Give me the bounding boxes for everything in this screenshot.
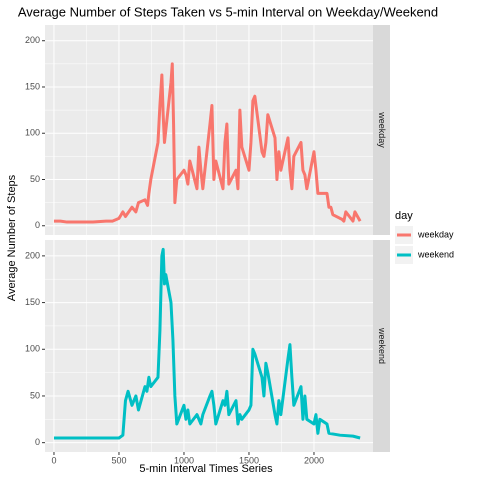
y-tick-label: 150: [25, 297, 40, 307]
y-tick-label: 100: [25, 128, 40, 138]
chart-title: Average Number of Steps Taken vs 5-min I…: [18, 4, 438, 19]
panel-background: [45, 240, 373, 452]
y-tick-label: 50: [30, 174, 40, 184]
y-tick-label: 200: [25, 250, 40, 260]
legend-title: day: [395, 210, 413, 222]
x-tick-label: 500: [111, 455, 126, 465]
x-tick-label: 2000: [304, 455, 324, 465]
data-line: [53, 62, 362, 224]
x-axis-title: 5-min Interval Times Series: [139, 463, 273, 475]
legend-label: weekday: [417, 229, 454, 239]
data-line: [53, 247, 361, 440]
y-tick-label: 50: [30, 390, 40, 400]
facet-strip-label: weekend: [377, 327, 387, 364]
x-tick-label: 1000: [174, 455, 194, 465]
y-axis-title: Average Number of Steps: [6, 174, 18, 301]
facet-strip: [373, 240, 390, 452]
facet-strip-label: weekday: [377, 111, 387, 148]
x-tick-label: 1500: [239, 455, 259, 465]
y-tick-label: 0: [35, 220, 40, 230]
y-tick-label: 100: [25, 344, 40, 354]
y-tick-label: 150: [25, 81, 40, 91]
facet-strip: [373, 25, 390, 235]
x-tick-label: 0: [51, 455, 56, 465]
y-tick-label: 0: [35, 437, 40, 447]
y-tick-label: 200: [25, 35, 40, 45]
legend-label: weekend: [417, 249, 454, 259]
